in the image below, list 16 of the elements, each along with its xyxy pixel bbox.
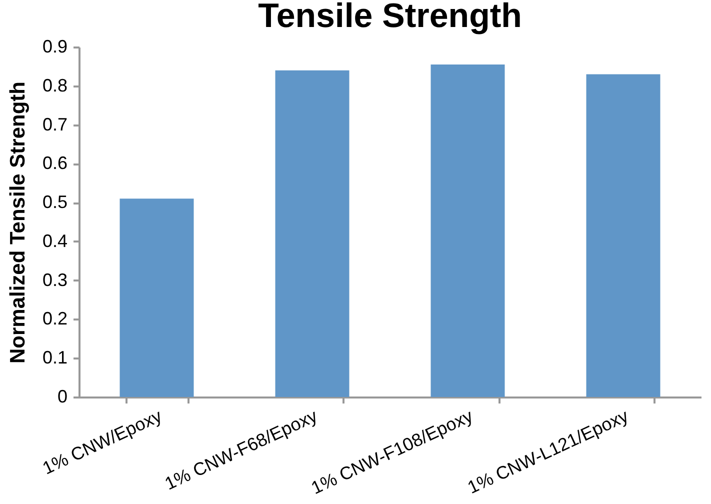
- y-tick-label: 0.1: [42, 348, 68, 368]
- bar: [120, 198, 194, 397]
- y-tick-label: 0.7: [42, 114, 68, 134]
- y-tick-label: 0: [57, 386, 68, 406]
- y-tick-label: 0.6: [42, 153, 68, 174]
- y-tick-label: 0.3: [42, 270, 68, 290]
- y-tick-label: 0.8: [42, 75, 68, 96]
- y-axis-title: Normalized Tensile Strength: [6, 82, 30, 364]
- bar: [430, 64, 505, 397]
- bar: [586, 74, 660, 397]
- y-tick-label: 0.2: [42, 308, 68, 329]
- y-tick-label: 0.9: [42, 36, 68, 56]
- chart-title: Tensile Strength: [258, 0, 522, 35]
- y-tick-label: 0.4: [42, 230, 68, 251]
- y-tick-label: 0.5: [42, 192, 68, 212]
- bar: [275, 70, 350, 397]
